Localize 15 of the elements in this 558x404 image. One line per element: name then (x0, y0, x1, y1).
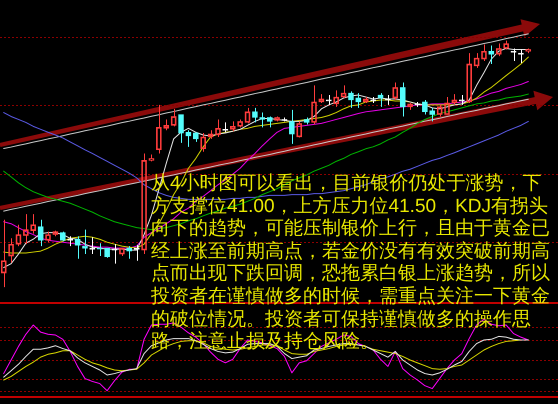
candlestick (348, 90, 354, 108)
candlestick (378, 92, 384, 108)
candlestick (326, 94, 332, 106)
candlestick (356, 92, 362, 108)
candlestick (252, 107, 258, 123)
candlestick (429, 107, 436, 122)
candlestick (400, 82, 406, 117)
candlestick (259, 112, 266, 128)
candlestick (186, 130, 192, 148)
candlestick (289, 109, 295, 144)
candlestick (385, 94, 391, 106)
candlestick (74, 236, 80, 260)
candlestick (458, 94, 465, 106)
candlestick (178, 114, 184, 144)
candlestick (38, 219, 44, 247)
